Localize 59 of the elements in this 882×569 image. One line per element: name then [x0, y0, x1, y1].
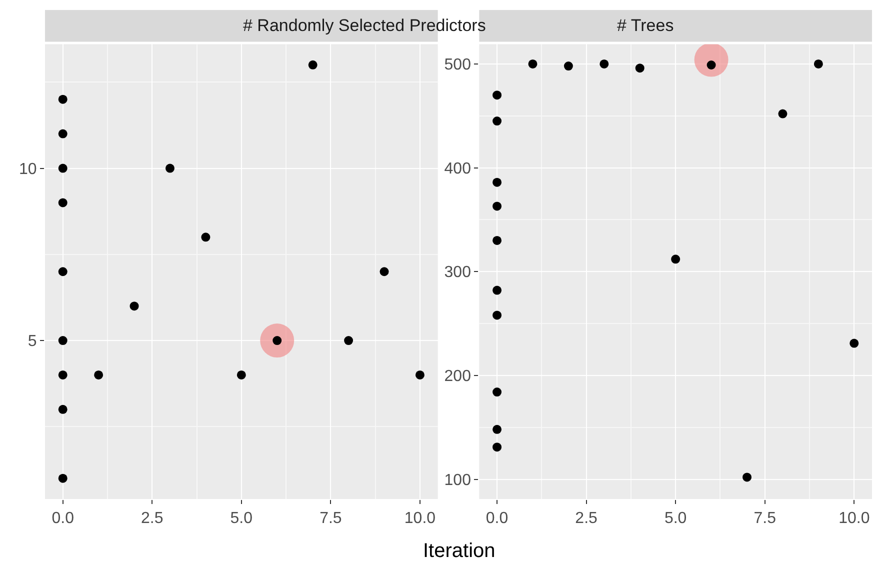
x-tick-label: 10.0	[404, 510, 436, 528]
point	[130, 302, 139, 311]
point	[492, 388, 502, 397]
point	[814, 59, 823, 68]
point	[564, 62, 573, 71]
point	[492, 178, 502, 187]
point	[58, 370, 68, 380]
point	[236, 370, 246, 380]
x-tick-label: 5.0	[230, 510, 253, 528]
point	[58, 198, 68, 208]
point	[492, 442, 502, 452]
point	[742, 472, 752, 482]
point	[694, 44, 728, 77]
point	[415, 370, 424, 380]
point	[492, 310, 502, 320]
point	[58, 164, 68, 173]
y-tick-label: 500	[444, 56, 472, 74]
point	[492, 424, 502, 434]
point	[201, 232, 210, 242]
y-tick-label: 200	[444, 368, 472, 386]
point	[600, 59, 609, 68]
y-tick-label: 5	[28, 333, 37, 350]
x-axis-title: Iteration	[423, 540, 496, 562]
point	[58, 336, 68, 346]
chart-title: # Randomly Selected Predictors	[243, 16, 486, 35]
point	[492, 90, 502, 100]
y-tick-label: 100	[444, 472, 472, 489]
x-tick-label: 0.0	[52, 510, 74, 528]
point	[58, 267, 68, 276]
point	[778, 109, 788, 118]
point	[94, 370, 104, 380]
point	[58, 94, 68, 104]
chart-title: # Trees	[617, 16, 674, 35]
point	[492, 116, 502, 126]
point	[671, 254, 680, 264]
point	[492, 236, 502, 245]
y-tick-label: 400	[444, 160, 472, 178]
point	[635, 64, 644, 73]
point	[58, 404, 68, 414]
point	[492, 202, 502, 211]
point	[492, 286, 502, 295]
point	[850, 338, 859, 348]
point	[260, 324, 294, 358]
point	[308, 60, 318, 70]
x-tick-label: 7.5	[320, 510, 342, 528]
y-tick-label: 10	[19, 160, 37, 178]
x-tick-label: 2.5	[575, 510, 598, 528]
point	[58, 474, 68, 483]
point	[58, 129, 68, 138]
x-tick-label: 7.5	[754, 510, 776, 528]
point	[380, 267, 389, 276]
x-tick-label: 5.0	[664, 510, 687, 528]
x-tick-label: 10.0	[838, 510, 870, 528]
point	[165, 164, 174, 173]
x-tick-label: 2.5	[141, 510, 164, 528]
point	[344, 336, 354, 346]
x-tick-label: 0.0	[486, 510, 508, 528]
point	[528, 59, 538, 68]
y-tick-label: 300	[444, 264, 472, 282]
